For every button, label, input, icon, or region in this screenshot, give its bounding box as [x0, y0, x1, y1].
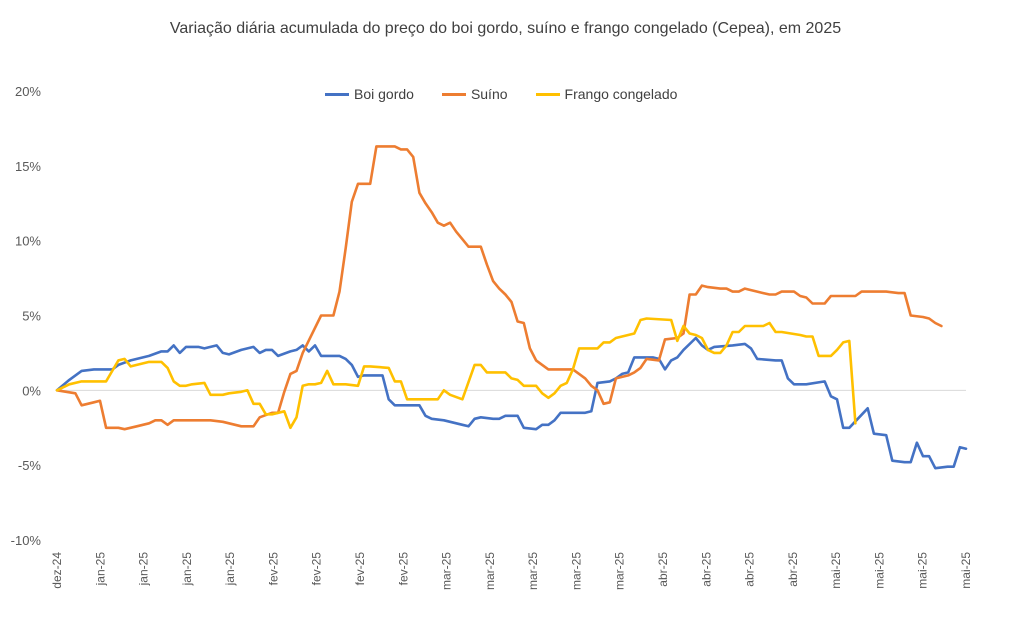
x-tick-label: mar-25 — [526, 552, 540, 590]
x-tick-label: mai-25 — [872, 552, 886, 589]
legend-item-suino: Suíno — [441, 86, 508, 102]
y-tick-label: 15% — [15, 159, 41, 174]
x-tick-label: mar-25 — [569, 552, 583, 590]
x-tick-label: dez-24 — [50, 552, 64, 589]
x-tick-label: mar-25 — [440, 552, 454, 590]
y-tick-label: 5% — [22, 309, 41, 324]
legend-label-suino: Suíno — [470, 86, 508, 102]
y-tick-label: -10% — [11, 533, 42, 548]
x-tick-label: mar-25 — [483, 552, 497, 590]
chart-title: Variação diária acumulada do preço do bo… — [169, 20, 842, 37]
x-tick-label: mar-25 — [613, 552, 627, 590]
series-line-boi-gordo — [55, 336, 968, 470]
x-tick-label: jan-25 — [223, 552, 237, 587]
x-tick-label: abr-25 — [699, 552, 713, 587]
x-tick-label: mai-25 — [959, 552, 973, 589]
x-tick-label: mai-25 — [829, 552, 843, 589]
x-tick-label: jan-25 — [93, 552, 107, 587]
x-tick-label: fev-25 — [396, 552, 410, 586]
legend-item-boi-gordo: Boi gordo — [325, 86, 414, 102]
x-tick-label: abr-25 — [786, 552, 800, 587]
legend-swatch-frango-congelado — [535, 92, 560, 96]
y-tick-label: 20% — [15, 84, 41, 99]
legend-swatch-boi-gordo — [325, 92, 349, 96]
series-layer — [55, 145, 968, 470]
legend-label-frango-congelado: Frango congelado — [564, 86, 678, 102]
legend-swatch-suino — [441, 92, 466, 96]
x-tick-label: jan-25 — [137, 552, 151, 587]
legend-item-frango-congelado: Frango congelado — [535, 86, 678, 102]
x-tick-label: jan-25 — [180, 552, 194, 587]
x-tick-label: fev-25 — [353, 552, 367, 586]
y-tick-label: -5% — [18, 458, 42, 473]
x-tick-label: fev-25 — [266, 552, 280, 586]
x-tick-label: mai-25 — [916, 552, 930, 589]
x-tick-label: abr-25 — [743, 552, 757, 587]
legend-label-boi-gordo: Boi gordo — [354, 86, 414, 102]
y-axis: 20% 15% 10% 5% 0% -5% -10% — [11, 84, 966, 548]
series-line-frango-congelado — [55, 317, 857, 430]
series-line-su-no — [55, 145, 943, 431]
y-tick-label: 10% — [15, 234, 41, 249]
legend: Boi gordo Suíno Frango congelado — [325, 86, 705, 102]
x-tick-label: abr-25 — [656, 552, 670, 587]
x-axis: dez-24 jan-25 jan-25 jan-25 jan-25 fev-25 fev-… — [50, 552, 973, 590]
y-tick-label: 0% — [22, 383, 41, 398]
x-tick-label: fev-25 — [310, 552, 324, 586]
